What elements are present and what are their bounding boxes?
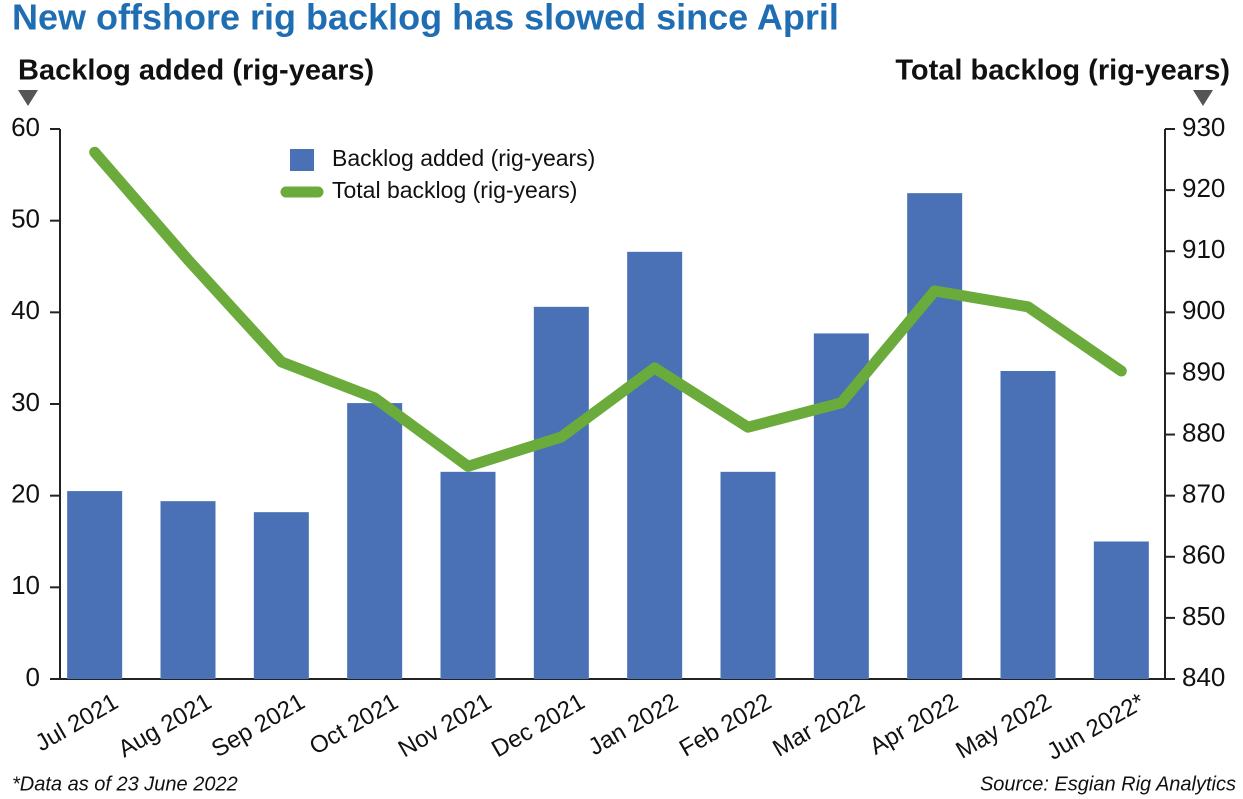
y-tick-label: 30 — [11, 387, 40, 417]
bar — [440, 471, 496, 679]
y2-tick-label: 840 — [1182, 662, 1225, 692]
legend-label: Backlog added (rig-years) — [332, 145, 595, 171]
bar — [1093, 541, 1149, 679]
x-tick-label: Jun 2022* — [1042, 688, 1149, 765]
chart-title: New offshore rig backlog has slowed sinc… — [12, 0, 839, 38]
y-tick-label: 60 — [11, 112, 40, 142]
bar — [720, 471, 776, 679]
x-tick-label: Dec 2021 — [487, 688, 589, 763]
x-tick-label: Feb 2022 — [675, 688, 776, 762]
bar — [160, 501, 216, 679]
legend-label: Total backlog (rig-years) — [332, 177, 577, 203]
x-tick-label: Nov 2021 — [394, 688, 496, 763]
x-tick-label: Jul 2021 — [31, 688, 123, 757]
y-tick-label: 50 — [11, 204, 40, 234]
bar — [627, 251, 683, 680]
y-tick-label: 0 — [26, 662, 40, 692]
y2-tick-label: 850 — [1182, 601, 1225, 631]
y2-tick-label: 900 — [1182, 295, 1225, 325]
y-tick-label: 20 — [11, 479, 40, 509]
x-tick-label: Sep 2021 — [207, 688, 309, 763]
bar — [533, 306, 589, 679]
y2-tick-label: 930 — [1182, 112, 1225, 142]
x-tick-label: Apr 2022 — [865, 688, 963, 760]
x-tick-label: Mar 2022 — [768, 688, 869, 762]
y2-tick-label: 870 — [1182, 479, 1225, 509]
y-axis-title: Backlog added (rig-years) — [18, 55, 374, 87]
bar — [907, 193, 963, 679]
y-tick-label: 10 — [11, 570, 40, 600]
legend-swatch — [290, 149, 314, 171]
source: Source: Esgian Rig Analytics — [980, 773, 1236, 795]
axis-arrow — [1193, 90, 1213, 106]
y2-tick-label: 860 — [1182, 540, 1225, 570]
line — [89, 146, 1127, 472]
x-tick-label: Aug 2021 — [114, 688, 216, 763]
y2-tick-label: 880 — [1182, 417, 1225, 447]
y2-tick-label: 920 — [1182, 173, 1225, 203]
x-tick-label: Oct 2021 — [305, 688, 403, 760]
axis-arrow — [18, 90, 38, 106]
bar — [67, 491, 123, 679]
footnote: *Data as of 23 June 2022 — [12, 773, 238, 795]
bar — [813, 333, 869, 679]
bar — [1000, 371, 1056, 679]
x-tick-label: Jan 2022 — [584, 688, 683, 761]
bar — [253, 512, 309, 679]
bar — [347, 403, 403, 679]
y2-tick-label: 890 — [1182, 356, 1225, 386]
y2-tick-label: 910 — [1182, 234, 1225, 264]
y2-axis-title: Total backlog (rig-years) — [895, 55, 1230, 87]
y-tick-label: 40 — [11, 295, 40, 325]
x-tick-label: May 2022 — [951, 688, 1056, 764]
